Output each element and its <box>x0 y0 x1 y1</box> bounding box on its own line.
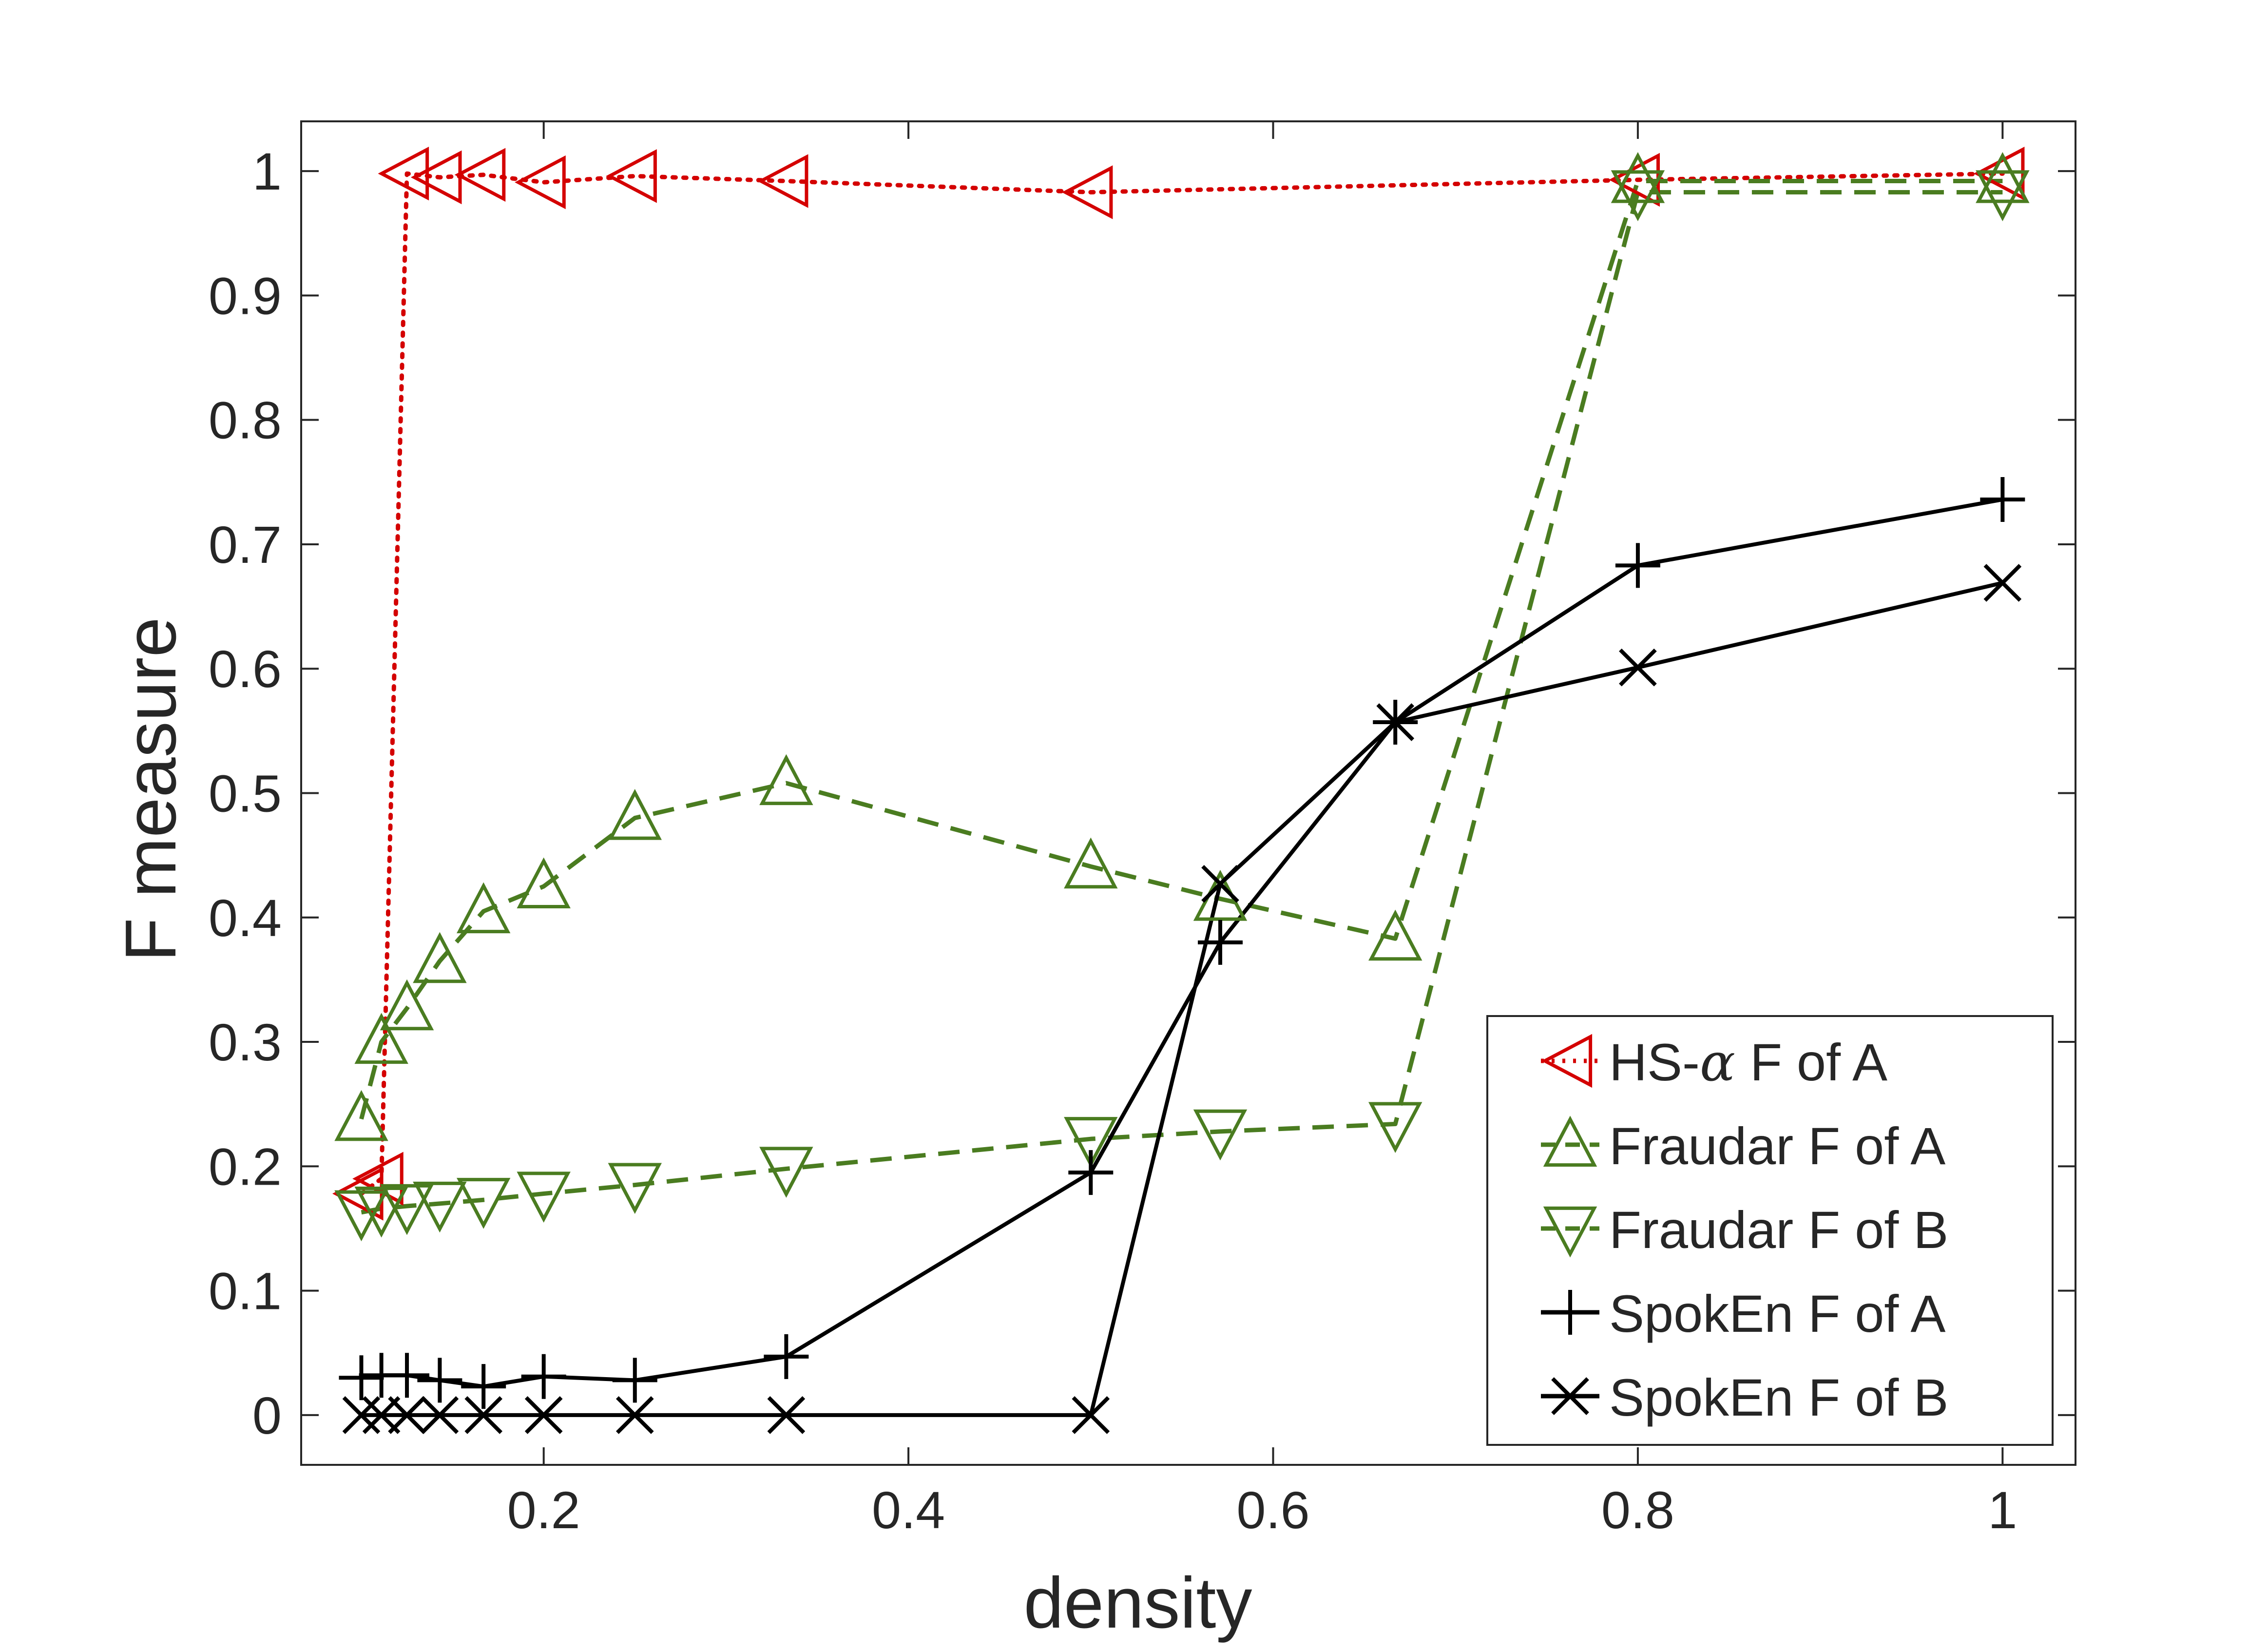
y-axis-ticks: 0 0.1 0.2 0.3 0.4 0.5 0.6 0.7 0.8 0.9 1 <box>209 142 2076 1445</box>
data-point-series-4 <box>461 1364 506 1409</box>
data-point-series-2 <box>1064 837 1118 889</box>
data-point-series-5 <box>1619 648 1657 687</box>
data-point-series-2 <box>517 857 571 909</box>
legend-marker <box>1543 1206 1597 1258</box>
legend-label: Fraudar F of B <box>1609 1200 1948 1259</box>
data-point-series-1 <box>757 154 808 208</box>
data-point-series-1 <box>378 147 429 201</box>
legend: HS-α F of A Fraudar F of A Fraudar F of B S… <box>1486 1015 2054 1446</box>
data-point-series-4 <box>384 1353 430 1398</box>
data-point-series-3 <box>354 1187 408 1238</box>
legend-label: SpokEn F of B <box>1609 1368 1948 1427</box>
data-point-series-2 <box>456 882 511 934</box>
data-point-series-3 <box>1064 1117 1118 1168</box>
data-point-series-5 <box>388 1396 426 1434</box>
data-point-series-3 <box>1193 1109 1248 1161</box>
data-point-series-4 <box>521 1354 566 1399</box>
y-tick-label: 0.1 <box>209 1262 282 1321</box>
data-point-series-2 <box>608 789 662 840</box>
data-point-series-1 <box>454 148 506 202</box>
legend-label: Fraudar F of A <box>1609 1116 1945 1175</box>
data-point-series-3 <box>1368 1102 1422 1153</box>
x-tick-label: 0.8 <box>1601 1480 1674 1539</box>
data-point-series-3 <box>380 1184 434 1235</box>
x-tick-label: 0.4 <box>872 1480 945 1539</box>
legend-marker <box>1551 1377 1589 1415</box>
data-point-series-3 <box>517 1171 571 1223</box>
x-tick-label: 0.2 <box>507 1480 580 1539</box>
data-point-series-4 <box>612 1358 657 1403</box>
data-point-series-2 <box>334 1090 388 1141</box>
data-point-series-5 <box>1072 1396 1110 1434</box>
data-point-series-3 <box>1611 170 1665 222</box>
data-point-series-5 <box>342 1396 381 1434</box>
x-tick-label: 0.6 <box>1236 1480 1309 1539</box>
data-point-series-3 <box>608 1163 662 1214</box>
data-point-series-5 <box>421 1396 459 1434</box>
data-point-series-5 <box>1201 865 1239 903</box>
y-tick-label: 0.6 <box>209 639 282 698</box>
legend-marker <box>1541 1034 1593 1088</box>
legend-marker <box>1543 1115 1597 1167</box>
legend-label: SpokEn F of A <box>1609 1284 1945 1343</box>
y-tick-label: 0.5 <box>209 764 282 823</box>
x-axis-label: density <box>1024 1563 1252 1643</box>
data-point-series-4 <box>1615 543 1660 588</box>
data-point-series-3 <box>759 1147 813 1198</box>
y-tick-label: 1 <box>252 142 282 201</box>
legend-marker <box>1548 1290 1593 1335</box>
data-point-series-3 <box>456 1178 511 1229</box>
series-line-3 <box>361 190 2003 1215</box>
data-point-series-2 <box>759 754 813 806</box>
data-point-series-4 <box>1197 920 1243 965</box>
data-point-series-4 <box>1068 1150 1114 1195</box>
series-line-1 <box>359 171 2005 1196</box>
data-point-series-2 <box>354 1013 408 1064</box>
y-tick-label: 0.2 <box>209 1137 282 1196</box>
data-point-series-4 <box>1980 477 2025 522</box>
y-tick-label: 0.9 <box>209 266 282 325</box>
y-tick-label: 0 <box>252 1386 282 1445</box>
data-point-series-5 <box>464 1396 503 1434</box>
data-point-series-4 <box>764 1334 809 1379</box>
x-axis-ticks: 0.2 0.4 0.6 0.8 1 <box>507 121 2017 1539</box>
data-point-series-5 <box>524 1396 563 1434</box>
data-point-series-3 <box>413 1181 467 1233</box>
data-point-series-5 <box>615 1396 654 1434</box>
data-point-series-3 <box>1976 170 2030 222</box>
y-tick-label: 0.8 <box>209 391 282 450</box>
y-tick-label: 0.4 <box>209 888 282 947</box>
legend-label: HS-α F of A <box>1609 1032 1887 1093</box>
y-tick-label: 0.3 <box>209 1013 282 1072</box>
data-point-series-4 <box>339 1355 384 1401</box>
data-point-series-1 <box>606 149 657 203</box>
data-point-series-1 <box>1061 165 1113 219</box>
data-point-series-5 <box>1376 703 1415 741</box>
x-tick-label: 1 <box>1988 1480 2017 1539</box>
data-point-series-2 <box>1368 909 1422 961</box>
data-point-series-2 <box>380 979 434 1031</box>
data-point-series-2 <box>1976 152 2030 203</box>
data-point-series-2 <box>1611 152 1665 203</box>
series-markers <box>332 147 2030 1434</box>
series-line-2 <box>359 179 2003 1120</box>
data-point-series-2 <box>413 932 467 983</box>
data-point-series-4 <box>417 1358 462 1403</box>
y-tick-label: 0.7 <box>209 515 282 574</box>
data-point-series-1 <box>515 155 566 210</box>
data-point-series-5 <box>1983 564 2022 602</box>
data-point-series-3 <box>334 1190 388 1242</box>
data-point-series-5 <box>767 1396 806 1434</box>
y-axis-label: F measure <box>111 617 191 961</box>
